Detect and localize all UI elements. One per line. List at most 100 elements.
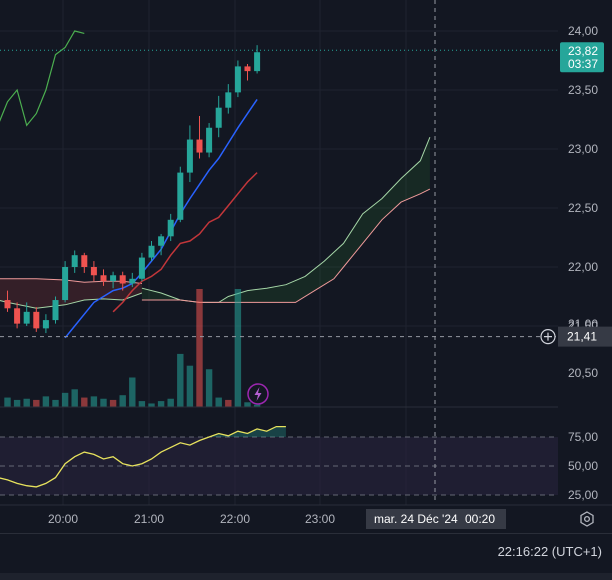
candle-body: [196, 139, 203, 153]
plus-circle-icon[interactable]: [540, 329, 556, 345]
price-axis-background: [558, 0, 612, 505]
volume-bar: [52, 399, 59, 407]
volume-bar: [42, 396, 50, 407]
bar-countdown-label: 03:37: [568, 57, 598, 71]
candle-body: [129, 278, 136, 284]
candle-body: [225, 92, 232, 108]
time-axis[interactable]: 20:00 21:00 22:00 23:00 mar. 24 Déc '24 00:20: [48, 509, 506, 529]
left-band-fill: [0, 278, 142, 309]
candle[interactable]: [100, 269, 107, 286]
time-tick-label: 22:00: [220, 512, 250, 526]
volume-bar: [71, 389, 78, 407]
candle[interactable]: [129, 272, 136, 288]
candle[interactable]: [148, 241, 155, 262]
bottom-toolbar: 22:16:22 (UTC+1): [0, 533, 612, 574]
candle[interactable]: [158, 233, 165, 256]
candle[interactable]: [62, 261, 69, 303]
candle-body: [186, 139, 193, 173]
candle-body: [119, 275, 126, 284]
candle[interactable]: [138, 252, 145, 282]
candle[interactable]: [167, 213, 174, 242]
volume-bar: [234, 289, 242, 407]
price-axis[interactable]: 24,0023,5023,0022,5022,0021,5021,0020,50…: [540, 0, 612, 505]
candle[interactable]: [225, 84, 232, 114]
crosshair-time-badge: [366, 509, 506, 529]
plus-circle-cross: [544, 332, 552, 341]
volume-bar: [196, 289, 203, 407]
candle[interactable]: [110, 271, 117, 289]
crosshair-price-badge: [558, 326, 612, 347]
candle[interactable]: [42, 314, 49, 334]
candle-body: [4, 300, 11, 309]
candle-body: [158, 236, 165, 246]
candle-body: [234, 66, 241, 93]
volume-bar: [138, 401, 146, 407]
candle[interactable]: [244, 64, 251, 81]
price-tick-label: 22,00: [568, 260, 598, 274]
candlesticks[interactable]: [4, 45, 261, 334]
volume-bar: [225, 399, 232, 407]
volume-bar: [167, 398, 174, 407]
candle[interactable]: [254, 45, 261, 74]
time-tick-label: 21:00: [134, 512, 164, 526]
candle[interactable]: [177, 166, 184, 223]
candle-body: [254, 52, 261, 72]
volume-bar: [109, 399, 117, 407]
crosshair-time-label: 00:20: [465, 512, 495, 526]
volume-bar: [129, 377, 136, 407]
candle[interactable]: [186, 125, 193, 183]
candle[interactable]: [81, 252, 88, 273]
volume-bar: [81, 397, 88, 407]
candle-body: [62, 267, 69, 301]
price-tick-label: 22,50: [568, 201, 598, 215]
price-tick-label: 23,00: [568, 142, 598, 156]
candle-body: [71, 255, 78, 267]
candle-body: [206, 127, 213, 153]
left-band-upper: [0, 278, 142, 284]
cloud-span-b: [141, 188, 431, 303]
gear-icon[interactable]: [580, 511, 594, 527]
candle[interactable]: [234, 60, 241, 98]
candle-body: [167, 219, 174, 237]
volume-bar: [13, 399, 21, 407]
candle[interactable]: [52, 296, 59, 324]
volume-bar: [61, 392, 69, 407]
candle[interactable]: [90, 261, 97, 282]
volume-bar: [4, 397, 11, 407]
price-tick-label: 24,00: [568, 24, 598, 38]
last-price-label: 23,82: [568, 44, 598, 58]
volume-bar: [100, 398, 107, 407]
candle[interactable]: [23, 302, 30, 326]
candle-body: [23, 311, 30, 324]
candle-body: [42, 320, 49, 329]
bottom-strip: [0, 573, 612, 580]
volume-bar: [244, 402, 251, 407]
timezone-clock[interactable]: 22:16:22 (UTC+1): [497, 544, 602, 559]
oscillator-tick-label: 50,00: [568, 459, 598, 473]
lagging-span-line: [0, 30, 85, 127]
time-tick-label: 23:00: [305, 512, 335, 526]
candle[interactable]: [215, 95, 222, 138]
lightning-icon[interactable]: [247, 383, 269, 405]
volume-bar: [90, 396, 98, 407]
volume-bar: [253, 404, 261, 407]
candle[interactable]: [206, 123, 213, 158]
candle-body: [110, 275, 117, 282]
volume-bar: [177, 353, 184, 407]
oscillator-panel[interactable]: [0, 425, 558, 496]
volume-bar: [148, 403, 155, 407]
candle-body: [52, 300, 59, 321]
volume-bar: [33, 399, 40, 407]
volume-bar: [23, 398, 30, 407]
candle[interactable]: [14, 302, 21, 329]
volume-bar: [215, 397, 222, 407]
candle[interactable]: [196, 115, 203, 159]
candle-body: [100, 275, 107, 282]
candle[interactable]: [119, 271, 126, 291]
volume-bar: [157, 401, 165, 407]
volume-bar: [119, 395, 126, 407]
candle[interactable]: [33, 307, 40, 332]
candle[interactable]: [4, 290, 11, 312]
candle[interactable]: [71, 250, 78, 273]
